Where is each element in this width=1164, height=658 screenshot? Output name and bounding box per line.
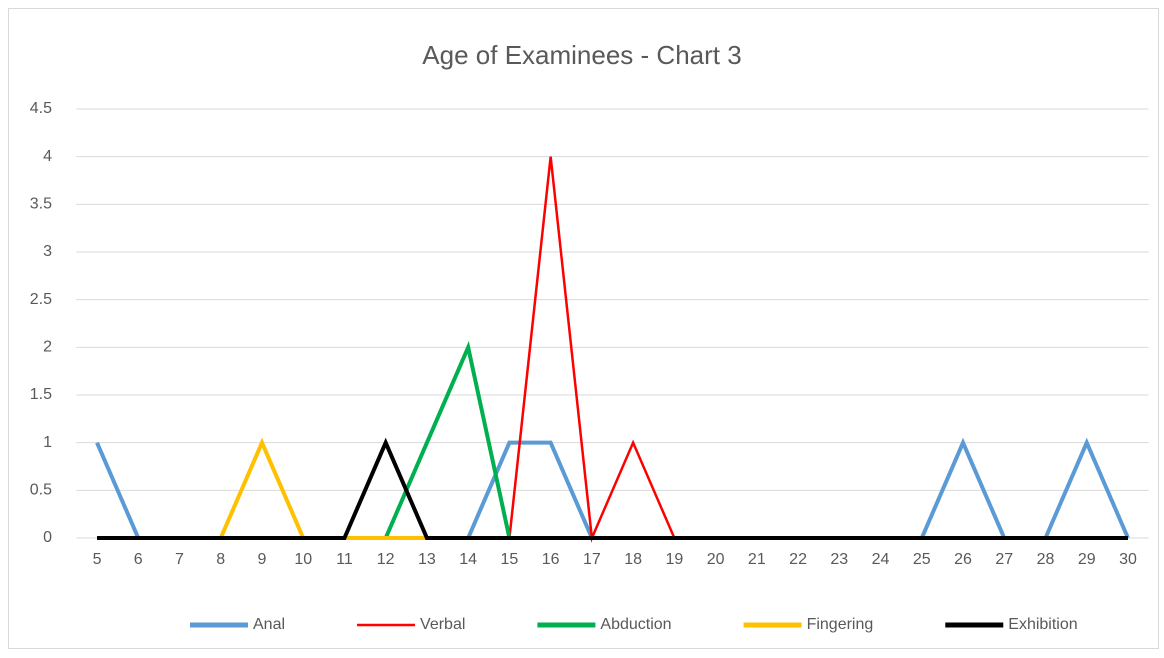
legend-label: Exhibition <box>1008 616 1077 633</box>
x-tick-label: 12 <box>377 551 395 568</box>
x-tick-label: 11 <box>336 551 353 568</box>
x-tick-label: 27 <box>995 551 1013 568</box>
x-tick-label: 26 <box>954 551 972 568</box>
x-tick-label: 17 <box>583 551 601 568</box>
y-tick-label: 2.5 <box>30 291 52 308</box>
legend-label: Verbal <box>420 616 465 633</box>
y-tick-label: 1 <box>43 434 52 451</box>
x-tick-label: 10 <box>294 551 312 568</box>
y-tick-label: 0 <box>43 529 52 546</box>
x-tick-label: 7 <box>175 551 184 568</box>
chart-title: Age of Examinees - Chart 3 <box>422 40 741 70</box>
x-tick-label: 9 <box>258 551 267 568</box>
y-tick-label: 3 <box>43 243 52 260</box>
x-tick-label: 18 <box>624 551 642 568</box>
x-tick-label: 15 <box>501 551 519 568</box>
x-tick-label: 21 <box>748 551 766 568</box>
x-tick-label: 6 <box>134 551 143 568</box>
x-tick-label: 22 <box>789 551 807 568</box>
x-tick-label: 16 <box>542 551 560 568</box>
legend-label: Abduction <box>600 616 671 633</box>
x-tick-label: 13 <box>418 551 436 568</box>
x-tick-label: 23 <box>830 551 848 568</box>
series-line <box>97 437 1128 540</box>
legend-label: Fingering <box>807 616 874 633</box>
x-tick-label: 30 <box>1119 551 1137 568</box>
y-tick-label: 2 <box>43 339 52 356</box>
legend-label: Anal <box>253 616 285 633</box>
x-tick-label: 25 <box>913 551 931 568</box>
y-tick-label: 4 <box>43 148 52 165</box>
x-tick-label: 14 <box>459 551 477 568</box>
y-tick-label: 1.5 <box>30 386 52 403</box>
x-tick-label: 19 <box>665 551 683 568</box>
y-tick-label: 0.5 <box>30 482 52 499</box>
x-tick-label: 28 <box>1037 551 1055 568</box>
y-tick-label: 4.5 <box>30 100 52 117</box>
chart-border <box>8 8 1159 649</box>
y-tick-label: 3.5 <box>30 196 52 213</box>
x-tick-label: 8 <box>216 551 225 568</box>
x-tick-label: 20 <box>707 551 725 568</box>
x-tick-label: 24 <box>872 551 890 568</box>
x-tick-label: 29 <box>1078 551 1096 568</box>
x-tick-label: 5 <box>93 551 102 568</box>
